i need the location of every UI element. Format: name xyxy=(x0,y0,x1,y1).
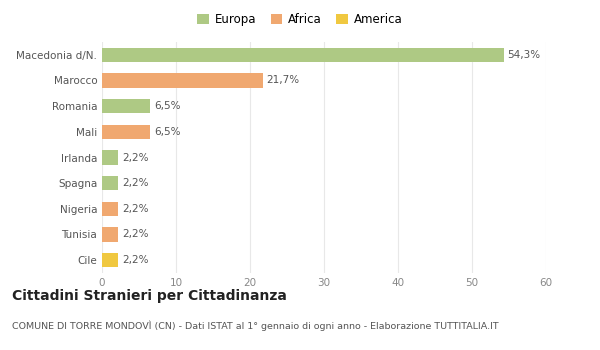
Bar xyxy=(102,253,118,267)
Text: 2,2%: 2,2% xyxy=(122,230,148,239)
Bar xyxy=(102,202,118,216)
Text: 2,2%: 2,2% xyxy=(122,178,148,188)
Text: COMUNE DI TORRE MONDOVÌ (CN) - Dati ISTAT al 1° gennaio di ogni anno - Elaborazi: COMUNE DI TORRE MONDOVÌ (CN) - Dati ISTA… xyxy=(12,320,499,331)
Text: Cittadini Stranieri per Cittadinanza: Cittadini Stranieri per Cittadinanza xyxy=(12,289,287,303)
Text: 2,2%: 2,2% xyxy=(122,204,148,214)
Text: 2,2%: 2,2% xyxy=(122,153,148,162)
Bar xyxy=(102,150,118,164)
Legend: Europa, Africa, America: Europa, Africa, America xyxy=(197,13,403,26)
Bar xyxy=(102,228,118,241)
Bar xyxy=(102,125,150,139)
Text: 6,5%: 6,5% xyxy=(154,127,181,137)
Bar xyxy=(102,176,118,190)
Text: 6,5%: 6,5% xyxy=(154,101,181,111)
Text: 21,7%: 21,7% xyxy=(266,76,299,85)
Text: 54,3%: 54,3% xyxy=(508,50,541,60)
Bar xyxy=(102,99,150,113)
Bar xyxy=(102,74,263,88)
Bar xyxy=(102,48,504,62)
Text: 2,2%: 2,2% xyxy=(122,255,148,265)
